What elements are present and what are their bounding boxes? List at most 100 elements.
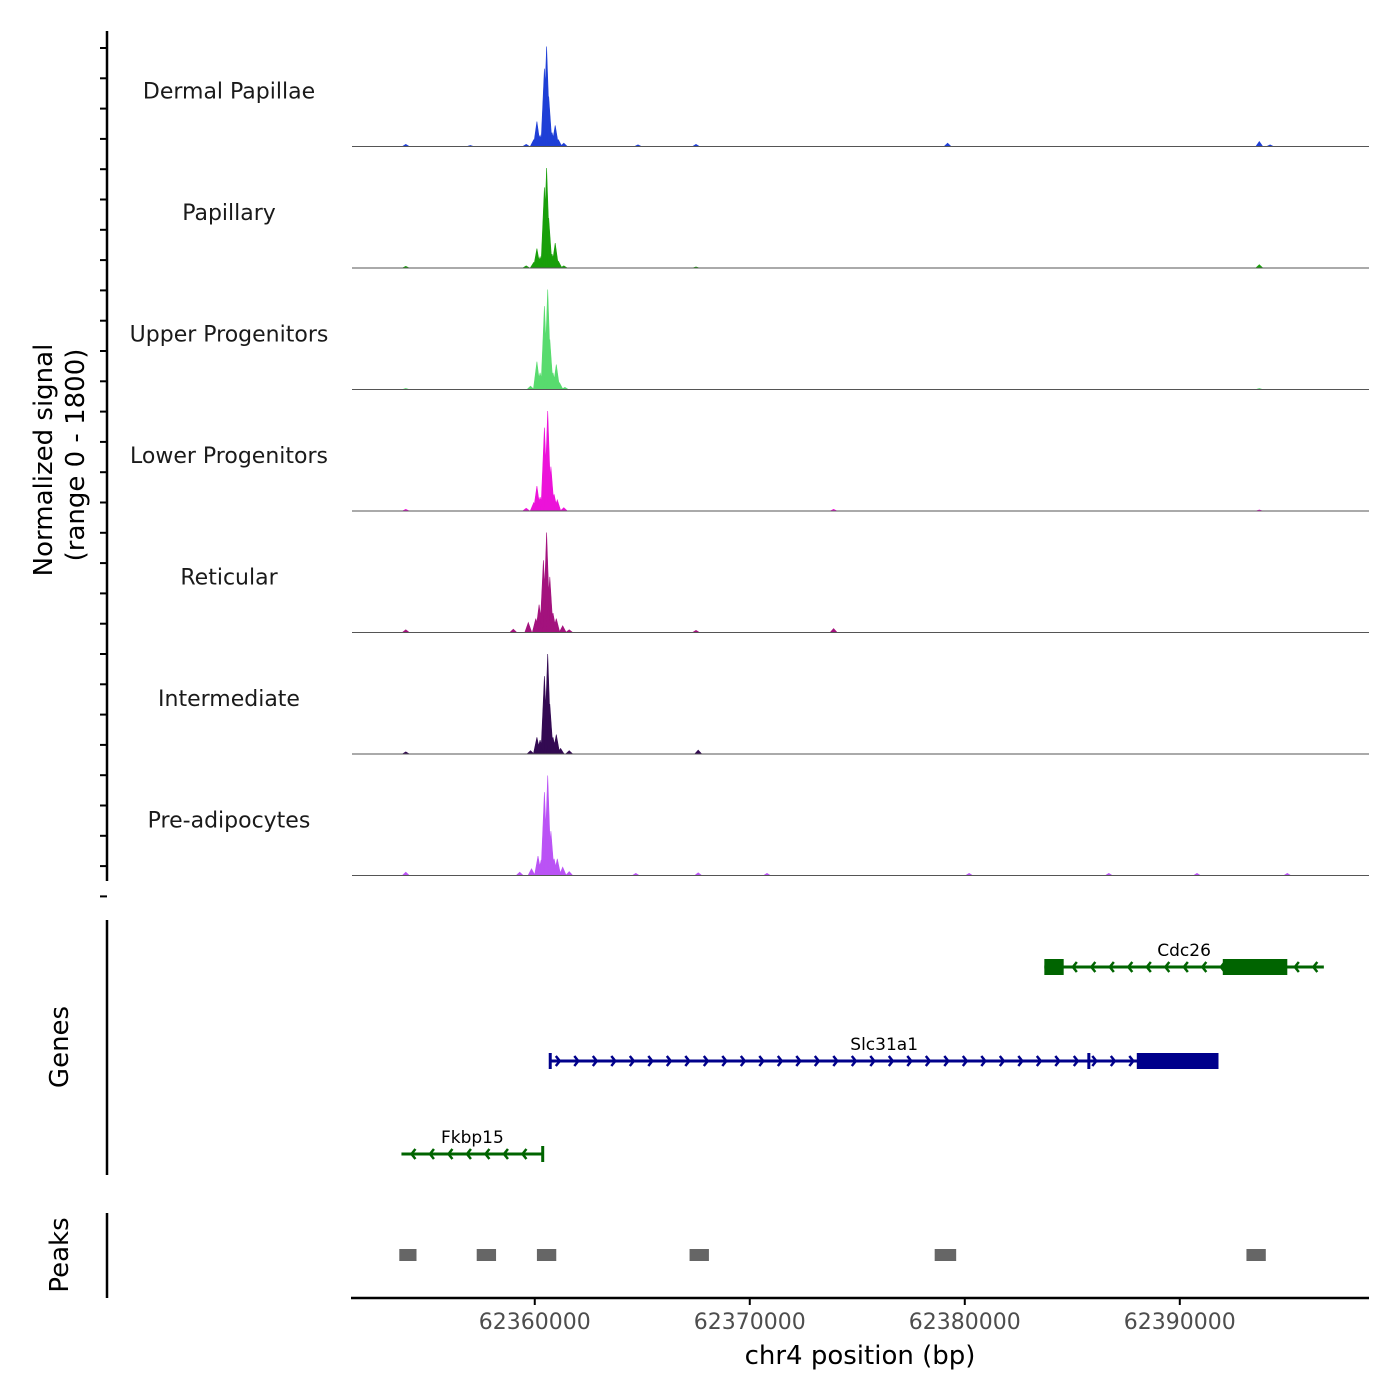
track-label: Upper Progenitors	[130, 323, 329, 348]
coverage-tracks: Dermal Papillae Papillary Upper Progenitor…	[130, 46, 1369, 876]
strand-arrow	[1108, 961, 1115, 973]
strand-arrow	[647, 1055, 654, 1067]
track-label: Lower Progenitors	[130, 444, 328, 469]
strand-arrow	[739, 1055, 747, 1067]
y-axis-title-line1: Normalized signal	[29, 344, 59, 577]
strand-arrow	[998, 1055, 1006, 1067]
coverage-area	[352, 289, 1369, 390]
peak-region	[536, 1249, 557, 1261]
x-tick-label: 62370000	[694, 1310, 806, 1335]
gene-label: Fkbp15	[441, 1128, 504, 1148]
strand-arrow	[554, 1055, 562, 1067]
strand-arrow	[502, 1148, 509, 1160]
coverage-area	[352, 167, 1369, 269]
genes-panel-title: Genes	[45, 1006, 75, 1088]
peak-region	[476, 1249, 497, 1261]
gene-label: Cdc26	[1157, 941, 1211, 961]
track-label: Dermal Papillae	[143, 80, 315, 105]
strand-arrow	[610, 1055, 617, 1067]
strand-arrow	[1182, 961, 1189, 973]
strand-arrow	[869, 1055, 876, 1067]
coverage-track: Reticular	[180, 532, 1369, 633]
coverage-panel: Normalized signal (range 0 - 1800) Derma…	[29, 31, 1369, 898]
coverage-area	[352, 775, 1369, 876]
gene-label: Slc31a1	[850, 1035, 918, 1055]
coverage-area	[352, 532, 1369, 633]
coverage-track: Upper Progenitors	[130, 289, 1369, 390]
strand-arrow	[906, 1055, 913, 1067]
track-label: Papillary	[182, 201, 276, 226]
strand-arrow	[721, 1055, 728, 1067]
strand-arrow	[573, 1055, 580, 1067]
exon-block	[541, 1146, 545, 1162]
track-label: Reticular	[180, 566, 278, 591]
strand-arrow	[1035, 1055, 1043, 1067]
coverage-track: Papillary	[182, 167, 1369, 269]
peak-region	[1246, 1249, 1266, 1261]
strand-arrow	[591, 1055, 599, 1067]
strand-arrow	[1163, 961, 1171, 973]
gene-model: Slc31a1	[548, 1035, 1219, 1069]
strand-arrow	[1054, 1055, 1061, 1067]
x-tick-label: 62390000	[1124, 1310, 1236, 1335]
x-tick-label: 62380000	[909, 1310, 1021, 1335]
strand-arrow	[665, 1055, 673, 1067]
genes-panel: Genes Cdc26 Slc31a1 Fkbp15	[45, 920, 1324, 1175]
strand-arrow	[1071, 961, 1078, 973]
strand-arrow	[795, 1055, 802, 1067]
gene-model: Fkbp15	[401, 1128, 545, 1162]
strand-arrow	[628, 1055, 636, 1067]
coverage-track: Lower Progenitors	[130, 410, 1369, 512]
x-axis-ticks: 62360000 62370000 62380000 62390000	[479, 1298, 1236, 1335]
x-tick-label: 62360000	[479, 1310, 591, 1335]
strand-arrow	[1126, 961, 1134, 973]
track-label: Intermediate	[158, 687, 300, 712]
peak-region	[934, 1249, 957, 1261]
coverage-area	[352, 653, 1369, 755]
strand-arrow	[758, 1055, 765, 1067]
coverage-area	[352, 410, 1369, 512]
strand-arrow	[1200, 961, 1208, 973]
strand-arrow	[943, 1055, 950, 1067]
strand-arrow	[428, 1148, 435, 1160]
strand-arrow	[1017, 1055, 1024, 1067]
strand-arrow	[1145, 961, 1152, 973]
strand-arrow	[1311, 961, 1319, 973]
strand-arrow	[1089, 961, 1097, 973]
coverage-track: Intermediate	[158, 653, 1369, 755]
strand-arrow	[980, 1055, 987, 1067]
x-axis-title: chr4 position (bp)	[745, 1341, 976, 1371]
strand-arrow	[409, 1148, 417, 1160]
strand-arrow	[961, 1055, 969, 1067]
strand-arrow	[1072, 1055, 1080, 1067]
strand-arrow	[776, 1055, 784, 1067]
peak-regions	[399, 1249, 1266, 1261]
strand-arrow	[850, 1055, 858, 1067]
strand-arrow	[832, 1055, 839, 1067]
coverage-area	[352, 46, 1369, 147]
exon-block	[1222, 959, 1288, 975]
gene-model: Cdc26	[1044, 941, 1324, 975]
strand-arrow	[446, 1148, 454, 1160]
exon-block	[548, 1053, 552, 1069]
peaks-panel-title: Peaks	[45, 1217, 75, 1292]
exon-block	[1087, 1053, 1091, 1069]
peaks-panel: Peaks	[45, 1213, 1266, 1298]
strand-arrow	[887, 1055, 895, 1067]
exon-block	[1136, 1053, 1219, 1069]
strand-arrow	[1091, 1055, 1098, 1067]
gene-models: Cdc26 Slc31a1 Fkbp15	[401, 941, 1324, 1162]
strand-arrow	[1128, 1055, 1135, 1067]
strand-arrow	[684, 1055, 691, 1067]
strand-arrow	[465, 1148, 472, 1160]
track-label: Pre-adipocytes	[148, 809, 311, 834]
peak-region	[399, 1249, 417, 1261]
peak-region	[689, 1249, 709, 1261]
x-axis: 62360000 62370000 62380000 62390000 chr4 po…	[351, 1296, 1369, 1371]
strand-arrow	[813, 1055, 821, 1067]
coverage-track: Pre-adipocytes	[148, 775, 1369, 876]
strand-arrow	[520, 1148, 528, 1160]
strand-arrow	[702, 1055, 710, 1067]
coverage-track: Dermal Papillae	[143, 46, 1369, 147]
